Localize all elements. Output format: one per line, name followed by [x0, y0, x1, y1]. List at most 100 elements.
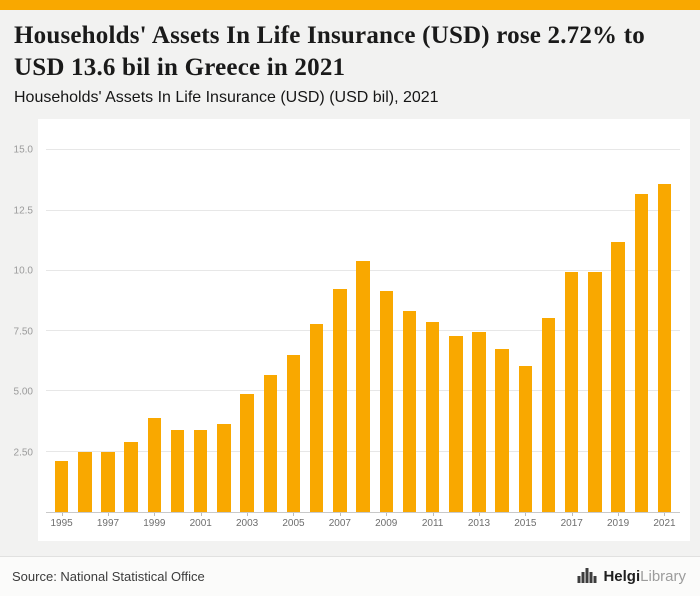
bar-slot [560, 131, 583, 512]
y-axis: 2.50 5.00 7.50 10.0 12.5 15.0 [4, 131, 38, 513]
x-tick-label: 2019 [606, 518, 630, 529]
y-tick-label: 12.5 [13, 205, 33, 217]
gridline [46, 209, 680, 211]
y-tick-label: 15.0 [13, 144, 33, 156]
x-tick [478, 513, 480, 516]
bar-2019 [611, 241, 625, 512]
plot-area [46, 131, 680, 513]
x-slot [583, 513, 606, 535]
x-slot [630, 513, 653, 535]
bar-2006 [309, 323, 324, 512]
x-tick [293, 513, 295, 516]
bar-slot [514, 131, 537, 512]
bar-slot [50, 131, 73, 512]
x-tick [247, 513, 249, 516]
x-slot: 2017 [560, 513, 583, 535]
x-tick-label: 2013 [467, 518, 491, 529]
bar-2007 [333, 288, 347, 512]
bar-slot [444, 131, 467, 512]
accent-bar [0, 0, 700, 10]
bar-2016 [541, 317, 556, 512]
x-slot: 1995 [50, 513, 73, 535]
x-tick [200, 513, 202, 516]
bar-chart-logo-icon [577, 564, 597, 589]
x-tick-label: 1997 [96, 518, 120, 529]
x-tick-label: 2009 [375, 518, 398, 529]
bar-1995 [54, 461, 69, 512]
x-tick-label: 2017 [560, 518, 583, 529]
x-slot: 2007 [328, 513, 351, 535]
x-tick-label: 2015 [514, 518, 537, 529]
bar-2018 [588, 272, 602, 512]
header: Households' Assets In Life Insurance (US… [0, 10, 700, 113]
bar-slot [607, 131, 630, 512]
bar-slot [259, 131, 282, 512]
bar-2014 [495, 349, 509, 512]
bar-slot [375, 131, 398, 512]
bar-slot [120, 131, 143, 512]
x-slot [212, 513, 235, 535]
x-tick [154, 513, 156, 516]
bar-2005 [286, 355, 301, 512]
y-tick-label: 2.50 [13, 447, 33, 459]
x-tick-label: 1999 [143, 518, 166, 529]
x-slot [259, 513, 282, 535]
x-tick-label: 2001 [189, 518, 212, 529]
bar-slot [491, 131, 514, 512]
chart-subtitle: Households' Assets In Life Insurance (US… [14, 89, 439, 106]
x-axis: 1995 1997 1999 2001 2003 2005 2007 2009 2011 2013… [46, 513, 680, 535]
x-tick-label: 2007 [328, 518, 351, 529]
bar-2003 [240, 393, 254, 512]
page-title: Households' Assets In Life Insurance (US… [14, 22, 645, 81]
bar-2020 [634, 193, 648, 512]
bar-1997 [101, 451, 115, 512]
x-slot [166, 513, 189, 535]
bar-slot [166, 131, 189, 512]
x-slot [491, 513, 514, 535]
bar-1999 [147, 417, 162, 512]
x-slot: 2001 [189, 513, 212, 535]
bar-2021 [657, 184, 672, 512]
x-slot: 2015 [514, 513, 537, 535]
x-slot [120, 513, 143, 535]
bar-slot [630, 131, 653, 512]
bar-slot [305, 131, 328, 512]
x-tick [107, 513, 109, 516]
x-slot [398, 513, 421, 535]
x-tick-label: 2011 [421, 518, 444, 529]
x-tick-label: 2021 [653, 518, 676, 529]
x-slot [305, 513, 328, 535]
bar-slot [328, 131, 351, 512]
bar-slot [467, 131, 490, 512]
bar-2000 [170, 430, 185, 512]
bar-slot [236, 131, 259, 512]
bar-2017 [565, 272, 579, 512]
x-slot: 2009 [375, 513, 398, 535]
source-text: Source: National Statistical Office [12, 569, 205, 584]
logo-text-bold: Helgi [603, 568, 641, 585]
logo-text: HelgiLibrary [603, 568, 686, 585]
x-slot: 2019 [607, 513, 630, 535]
x-tick-label: 1995 [50, 518, 73, 529]
footer: Source: National Statistical Office Helg… [0, 556, 700, 596]
bar-2002 [217, 423, 231, 512]
bar-slot [96, 131, 119, 512]
y-tick-label: 10.0 [13, 265, 33, 277]
x-slot: 1997 [96, 513, 119, 535]
bar-slot [282, 131, 305, 512]
x-tick [386, 513, 388, 516]
bar-slot [73, 131, 96, 512]
bar-1996 [78, 451, 92, 512]
helgi-library-logo: HelgiLibrary [577, 564, 686, 589]
x-tick [664, 513, 666, 516]
x-slot: 1999 [143, 513, 166, 535]
x-tick [339, 513, 341, 516]
x-slot: 2013 [467, 513, 490, 535]
bar-2004 [263, 374, 277, 512]
bar-1998 [124, 442, 138, 512]
bar-2010 [402, 310, 417, 512]
x-tick [571, 513, 573, 516]
bar-slot [653, 131, 676, 512]
x-slot: 2011 [421, 513, 444, 535]
bar-slot [537, 131, 560, 512]
